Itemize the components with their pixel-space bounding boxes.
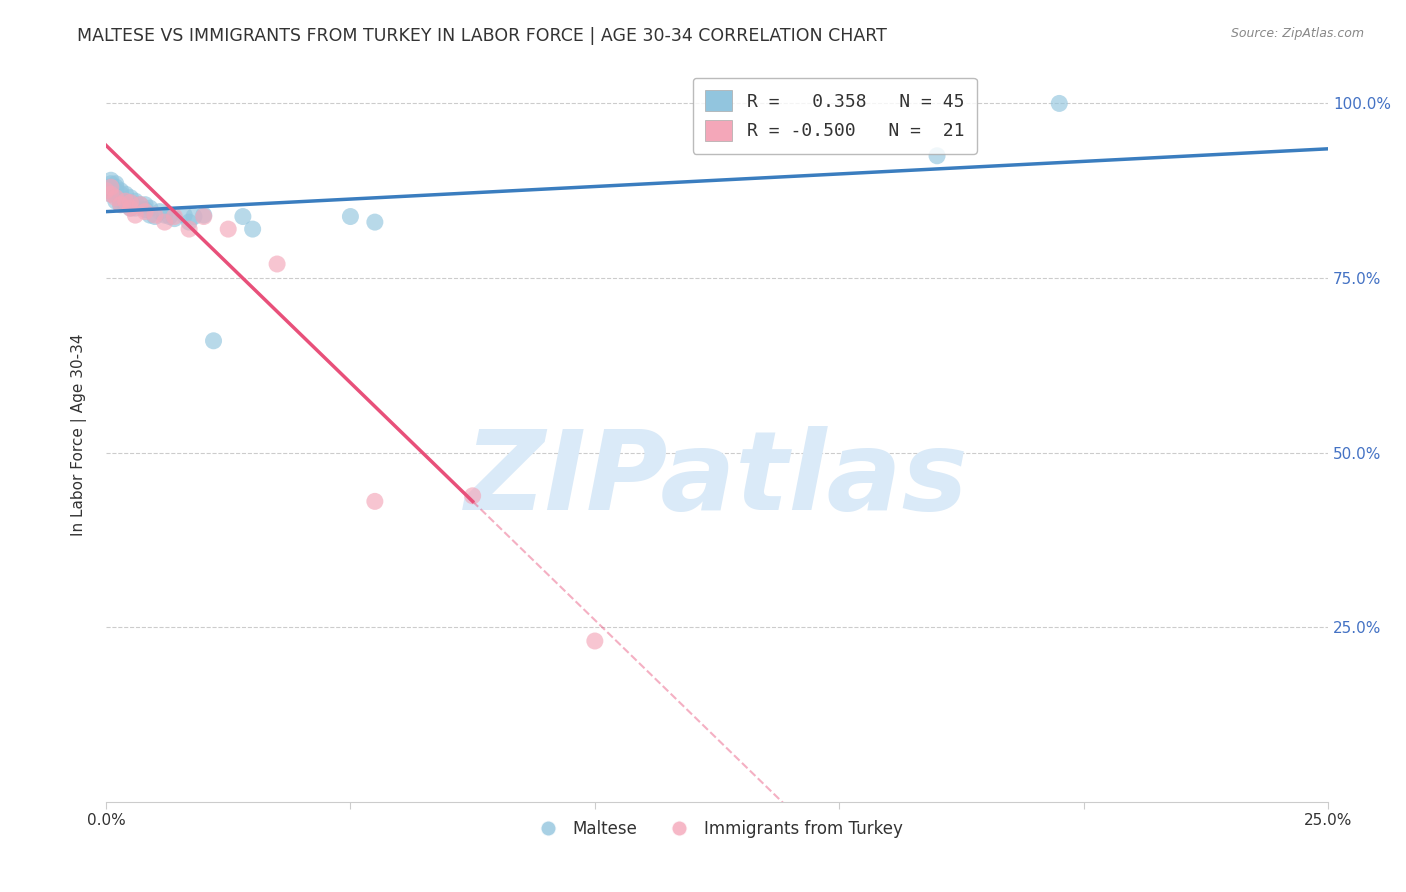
Point — [94, 184, 117, 198]
Point — [461, 489, 484, 503]
Point — [94, 184, 117, 198]
Point — [159, 210, 181, 224]
Point — [583, 634, 606, 648]
Point — [124, 201, 146, 215]
Point — [193, 208, 215, 222]
Point — [266, 257, 288, 271]
Point — [232, 210, 254, 224]
Point — [110, 197, 132, 211]
Point — [129, 197, 152, 211]
Point — [134, 202, 156, 217]
Point — [104, 177, 127, 191]
Point — [202, 334, 225, 348]
Point — [100, 173, 122, 187]
Point — [120, 195, 142, 210]
Text: ZIPatlas: ZIPatlas — [465, 425, 969, 533]
Point — [110, 197, 132, 211]
Point — [100, 184, 122, 198]
Point — [177, 215, 200, 229]
Point — [114, 194, 136, 209]
Text: Source: ZipAtlas.com: Source: ZipAtlas.com — [1230, 27, 1364, 40]
Point — [153, 208, 176, 222]
Point — [134, 204, 156, 219]
Point — [114, 187, 136, 202]
Point — [120, 191, 142, 205]
Point — [925, 149, 948, 163]
Point — [114, 194, 136, 209]
Point — [110, 187, 132, 202]
Point — [110, 194, 132, 209]
Point — [163, 211, 186, 226]
Point — [1047, 96, 1070, 111]
Point — [143, 208, 166, 222]
Point — [100, 187, 122, 202]
Point — [242, 222, 264, 236]
Point — [124, 194, 146, 209]
Point — [104, 184, 127, 198]
Point — [163, 210, 186, 224]
Point — [143, 210, 166, 224]
Point — [104, 180, 127, 194]
Point — [177, 222, 200, 236]
Point — [139, 208, 162, 222]
Point — [120, 201, 142, 215]
Point — [139, 201, 162, 215]
Point — [183, 210, 205, 224]
Point — [217, 222, 239, 236]
Point — [100, 177, 122, 191]
Point — [104, 194, 127, 209]
Point — [339, 210, 361, 224]
Point — [193, 210, 215, 224]
Point — [120, 195, 142, 210]
Point — [129, 197, 152, 211]
Point — [120, 201, 142, 215]
Point — [100, 180, 122, 194]
Point — [114, 197, 136, 211]
Legend: Maltese, Immigrants from Turkey: Maltese, Immigrants from Turkey — [524, 814, 910, 845]
Point — [94, 180, 117, 194]
Point — [100, 187, 122, 202]
Point — [173, 208, 195, 222]
Y-axis label: In Labor Force | Age 30-34: In Labor Force | Age 30-34 — [72, 334, 87, 536]
Point — [134, 197, 156, 211]
Point — [104, 187, 127, 202]
Point — [364, 215, 387, 229]
Point — [124, 208, 146, 222]
Point — [104, 191, 127, 205]
Point — [110, 184, 132, 198]
Point — [153, 215, 176, 229]
Point — [364, 494, 387, 508]
Point — [100, 180, 122, 194]
Point — [149, 204, 172, 219]
Text: MALTESE VS IMMIGRANTS FROM TURKEY IN LABOR FORCE | AGE 30-34 CORRELATION CHART: MALTESE VS IMMIGRANTS FROM TURKEY IN LAB… — [77, 27, 887, 45]
